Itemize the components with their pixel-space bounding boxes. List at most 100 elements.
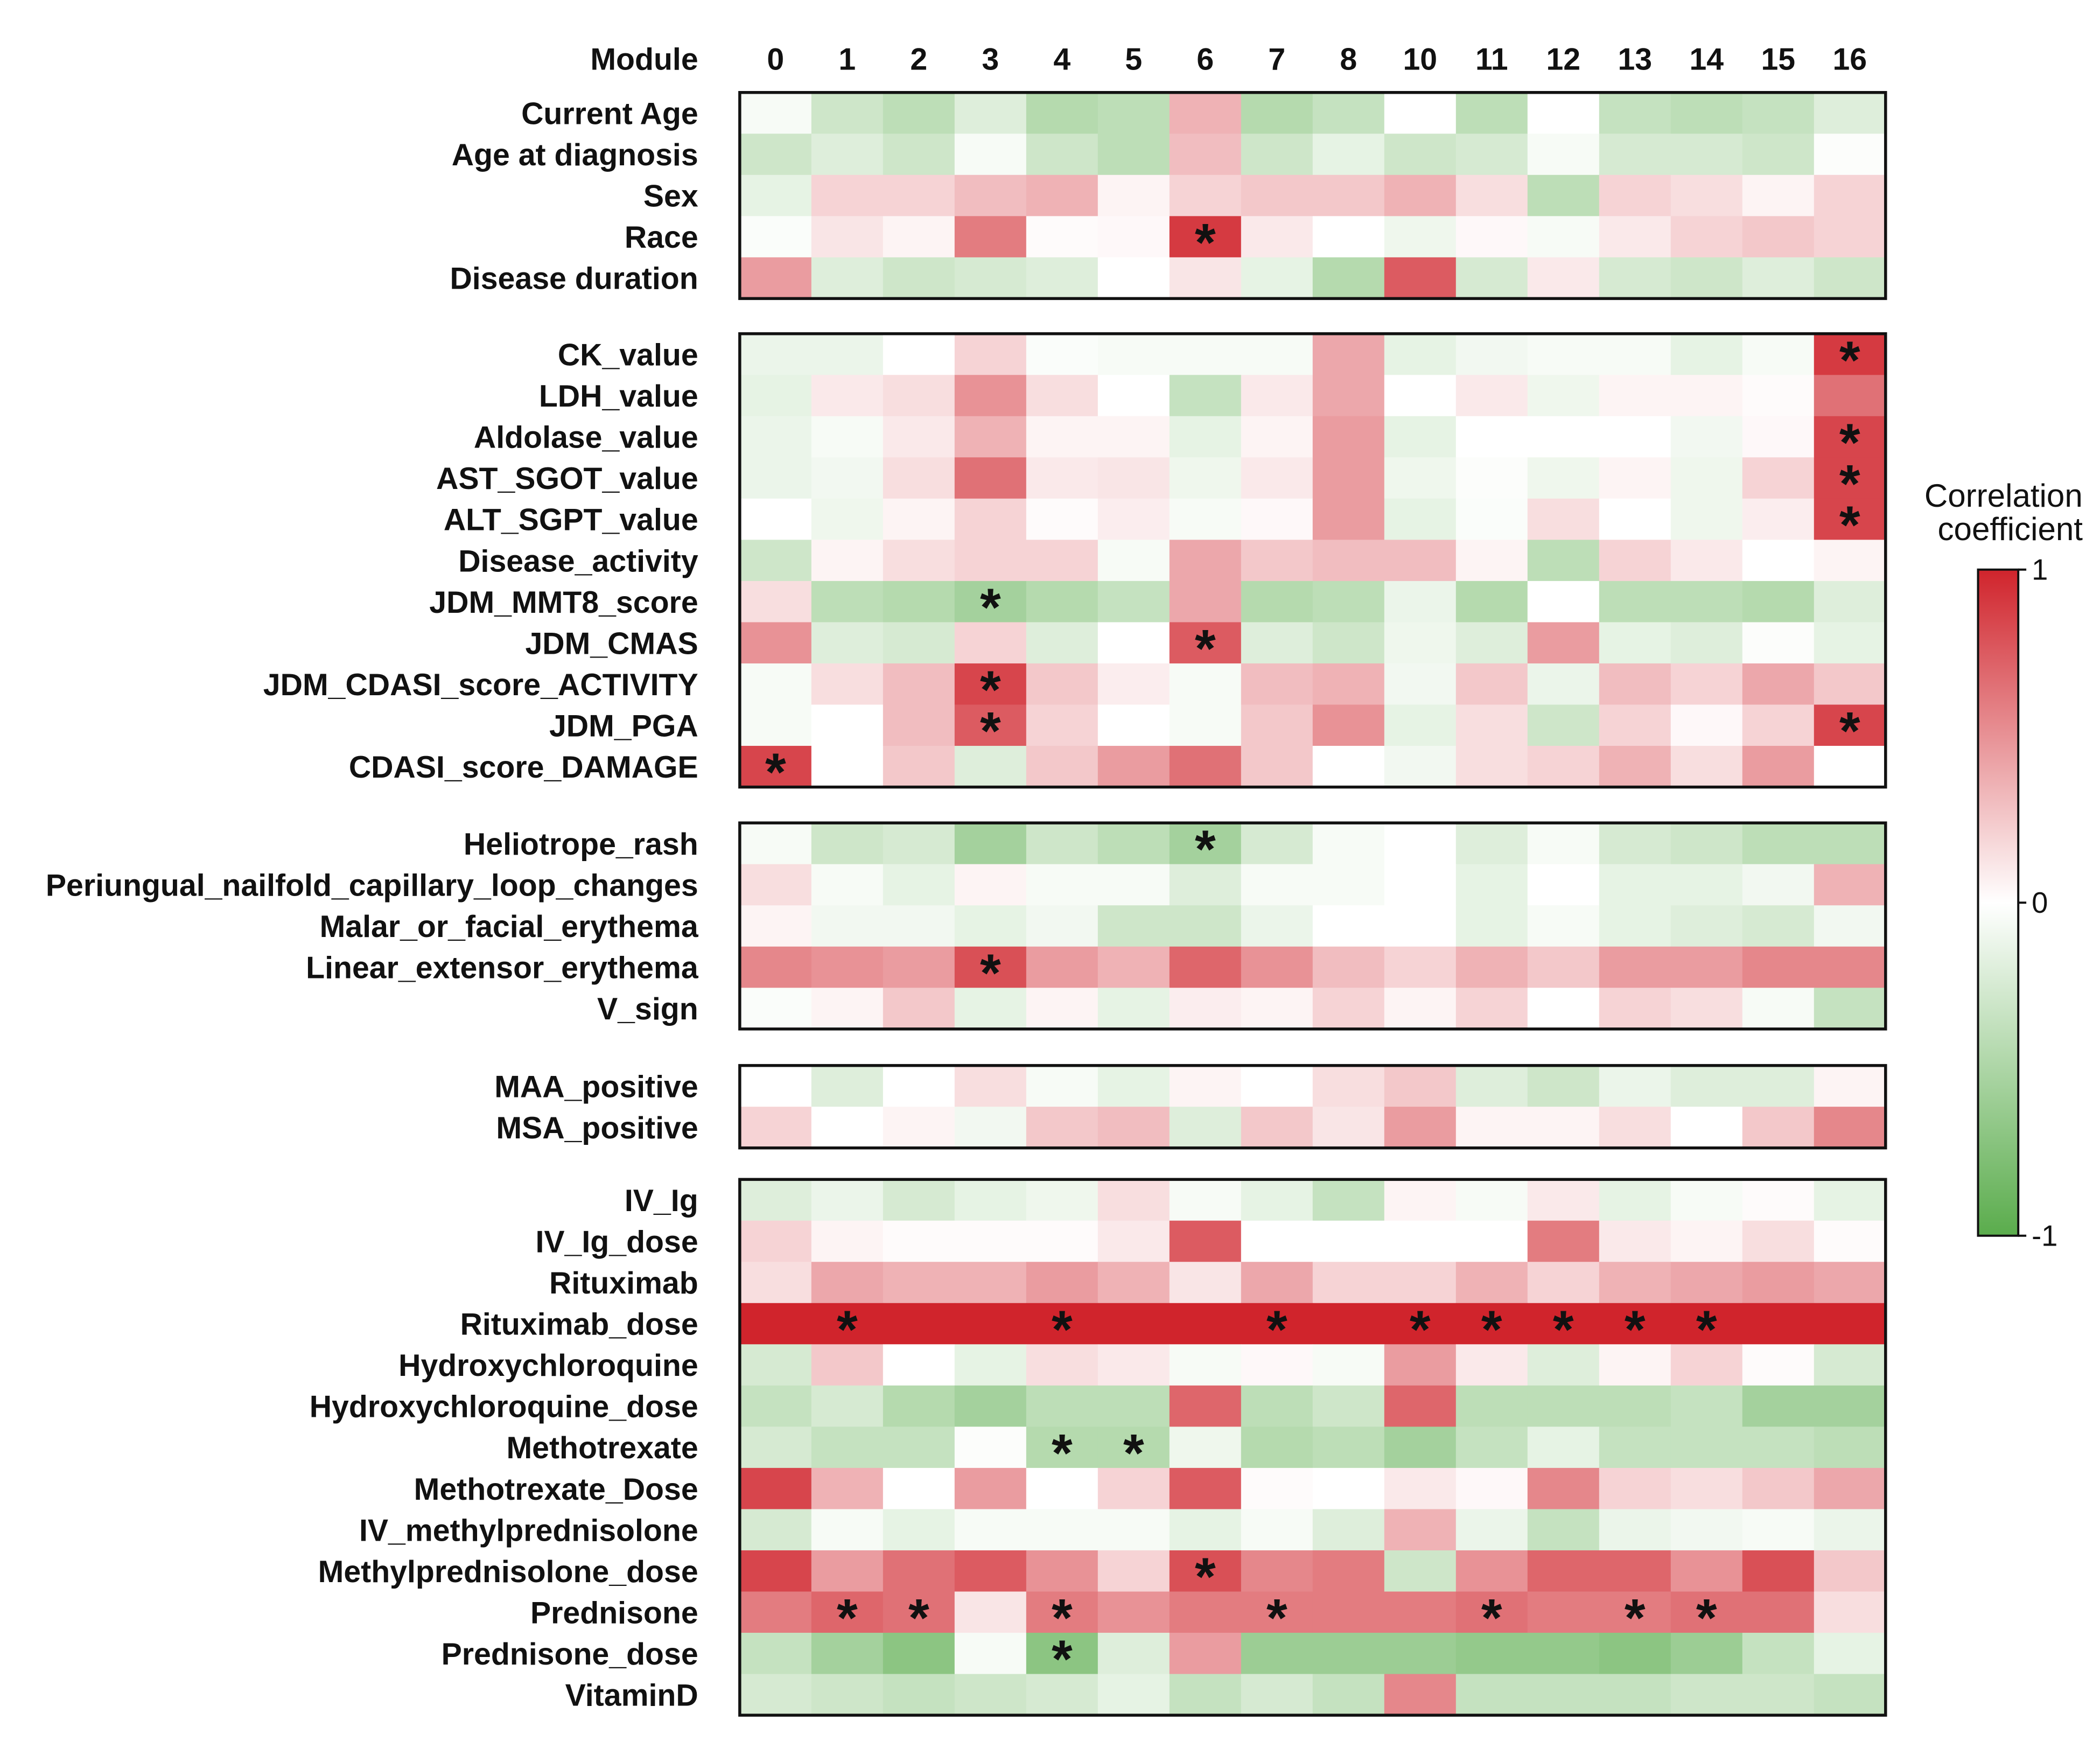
heatmap-cell	[1169, 1385, 1242, 1427]
row-label-sex: Sex	[643, 179, 698, 214]
heatmap-cell	[1455, 1220, 1528, 1262]
heatmap-cell	[1312, 905, 1385, 947]
column-label-11: 11	[1475, 42, 1508, 76]
heatmap-cell	[1527, 92, 1600, 134]
heatmap-cell	[811, 1427, 884, 1469]
heatmap-cell	[1742, 1107, 1815, 1149]
heatmap-cell	[954, 1262, 1027, 1304]
column-label-10: 10	[1403, 42, 1437, 76]
heatmap-cell	[1169, 746, 1242, 788]
heatmap-cell	[811, 1385, 884, 1427]
significance-star: *	[1839, 454, 1860, 514]
heatmap-cell	[1599, 704, 1671, 746]
heatmap-cell	[1670, 1107, 1743, 1149]
heatmap-cell	[1599, 1107, 1671, 1149]
heatmap-cell	[811, 174, 884, 216]
heatmap-cell	[1384, 216, 1457, 258]
heatmap-cell	[1814, 946, 1886, 988]
heatmap-cell	[1097, 1591, 1170, 1633]
heatmap-cell	[1455, 257, 1528, 299]
heatmap-cell	[1527, 663, 1600, 705]
heatmap-cell	[1670, 1303, 1743, 1345]
heatmap-cell	[1026, 457, 1098, 499]
heatmap-cell	[1599, 216, 1671, 258]
column-label-16: 16	[1832, 42, 1867, 76]
heatmap-cell	[1814, 174, 1886, 216]
heatmap-cell	[954, 1065, 1027, 1107]
heatmap-cell	[1455, 905, 1528, 947]
heatmap-cell	[1026, 1467, 1098, 1510]
heatmap-cell	[883, 1179, 955, 1221]
heatmap-cell	[1527, 1550, 1600, 1592]
heatmap-cell	[883, 1427, 955, 1469]
heatmap-cell	[1026, 905, 1098, 947]
heatmap-cell	[1241, 704, 1313, 746]
heatmap-cell	[954, 1179, 1027, 1221]
heatmap-cell	[1097, 1303, 1170, 1345]
heatmap-cell	[1312, 746, 1385, 788]
heatmap-cell	[1169, 864, 1242, 906]
heatmap-cell	[1670, 1674, 1743, 1716]
row-label-prednisone-dose: Prednisone_dose	[442, 1637, 698, 1672]
row-label-aldolase-value: Aldolase_value	[474, 421, 698, 455]
heatmap-cell	[1527, 746, 1600, 788]
heatmap-cell	[811, 746, 884, 788]
heatmap-cell	[1384, 1509, 1457, 1551]
heatmap-cell	[739, 333, 812, 375]
heatmap-cell	[883, 1262, 955, 1304]
heatmap-cell	[739, 457, 812, 499]
heatmap-cell	[1814, 1467, 1886, 1510]
significance-star: *	[1195, 619, 1216, 679]
heatmap-cell	[1814, 333, 1886, 375]
heatmap-cell	[1814, 540, 1886, 582]
heatmap-cell	[1814, 457, 1886, 499]
heatmap-cell	[1742, 1262, 1815, 1304]
heatmap-cell	[1599, 1674, 1671, 1716]
heatmap-cell	[1169, 457, 1242, 499]
heatmap-cell	[1455, 1633, 1528, 1675]
column-label-13: 13	[1618, 42, 1652, 76]
heatmap-cell	[1241, 746, 1313, 788]
heatmap-cell	[1169, 1550, 1242, 1592]
heatmap-cell	[739, 581, 812, 623]
heatmap-cell	[1384, 946, 1457, 988]
heatmap-cell	[1384, 375, 1457, 417]
heatmap-cell	[1312, 1065, 1385, 1107]
row-label-hydroxychloroquine-dose: Hydroxychloroquine_dose	[310, 1390, 698, 1424]
heatmap-cell	[1814, 581, 1886, 623]
heatmap-cell	[1026, 1550, 1098, 1592]
heatmap-cell	[1455, 1427, 1528, 1469]
heatmap-cell	[1670, 1220, 1743, 1262]
heatmap-cell	[1599, 622, 1671, 664]
heatmap-cell	[1742, 1674, 1815, 1716]
heatmap-cell	[1527, 905, 1600, 947]
heatmap-cell	[1527, 622, 1600, 664]
heatmap-cell	[883, 1591, 955, 1633]
heatmap-cell	[883, 622, 955, 664]
heatmap-cell	[1599, 1303, 1671, 1345]
heatmap-cell	[1312, 1220, 1385, 1262]
heatmap-cell	[739, 1591, 812, 1633]
row-label-rituximab: Rituximab	[549, 1266, 698, 1300]
heatmap-cell	[739, 1220, 812, 1262]
heatmap-cell	[1241, 416, 1313, 458]
row-label-malar-or-facial-erythema: Malar_or_facial_erythema	[320, 910, 699, 944]
heatmap-cell	[1241, 988, 1313, 1030]
heatmap-cell	[954, 1633, 1027, 1675]
significance-star: *	[908, 1589, 929, 1648]
heatmap-cell	[1026, 92, 1098, 134]
heatmap-cell	[1169, 1467, 1242, 1510]
heatmap-cell	[1814, 1303, 1886, 1345]
heatmap-cell	[1312, 457, 1385, 499]
heatmap-cell	[739, 1262, 812, 1304]
heatmap-cell	[883, 1107, 955, 1149]
heatmap-cell	[1384, 1427, 1457, 1469]
heatmap-cell	[1312, 1303, 1385, 1345]
row-label-v-sign: V_sign	[597, 992, 698, 1026]
heatmap-cell	[1097, 540, 1170, 582]
legend-color-bar	[1977, 568, 2020, 1237]
heatmap-cell	[739, 1550, 812, 1592]
heatmap-cell	[811, 946, 884, 988]
heatmap-cell	[1742, 1633, 1815, 1675]
heatmap-cell	[954, 257, 1027, 299]
